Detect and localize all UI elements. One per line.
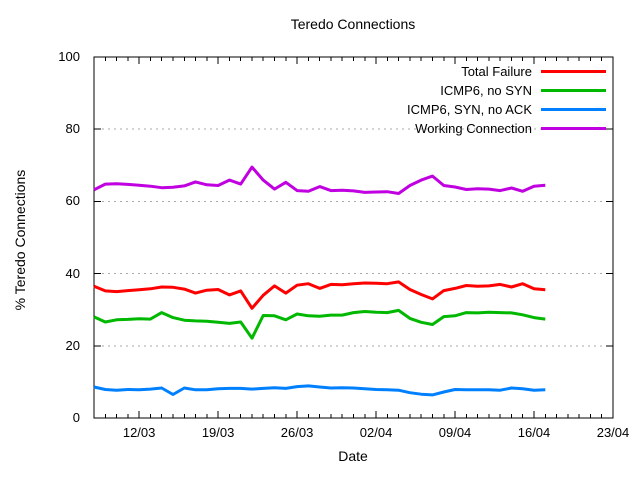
y-tick-label: 60 bbox=[65, 193, 80, 209]
y-tick-label: 80 bbox=[65, 121, 80, 137]
legend-label: ICMP6, no SYN bbox=[440, 83, 532, 98]
x-tick-label: 23/04 bbox=[596, 425, 630, 440]
x-tick-label: 26/03 bbox=[280, 425, 314, 440]
x-tick-label: 02/04 bbox=[359, 425, 393, 440]
series-line bbox=[93, 280, 546, 310]
legend: Total Failure ICMP6, no SYN ICMP6, SYN, no… bbox=[407, 62, 606, 138]
legend-swatch bbox=[541, 70, 606, 73]
legend-row: Total Failure bbox=[407, 62, 606, 81]
legend-row: ICMP6, SYN, no ACK bbox=[407, 100, 606, 119]
y-tick-label: 20 bbox=[65, 337, 80, 353]
legend-label: Total Failure bbox=[461, 64, 532, 79]
legend-swatch bbox=[541, 108, 606, 111]
legend-swatch bbox=[541, 127, 606, 130]
x-axis-label: Date bbox=[338, 448, 368, 464]
legend-swatch bbox=[541, 89, 606, 92]
series-line bbox=[93, 308, 546, 340]
x-tick-label: 09/04 bbox=[438, 425, 472, 440]
series-line bbox=[93, 384, 546, 397]
x-tick-label: 12/03 bbox=[122, 425, 156, 440]
series-line bbox=[93, 165, 546, 195]
legend-label: Working Connection bbox=[415, 121, 532, 136]
legend-label: ICMP6, SYN, no ACK bbox=[407, 102, 532, 117]
y-tick-label: 40 bbox=[65, 265, 80, 281]
y-tick-label: 0 bbox=[72, 410, 80, 425]
x-tick-label: 16/04 bbox=[517, 425, 551, 440]
legend-row: Working Connection bbox=[407, 119, 606, 138]
chart-title: Teredo Connections bbox=[290, 16, 416, 32]
x-tick-label: 19/03 bbox=[201, 425, 235, 440]
y-tick-label: 100 bbox=[58, 49, 80, 64]
legend-row: ICMP6, no SYN bbox=[407, 81, 606, 100]
